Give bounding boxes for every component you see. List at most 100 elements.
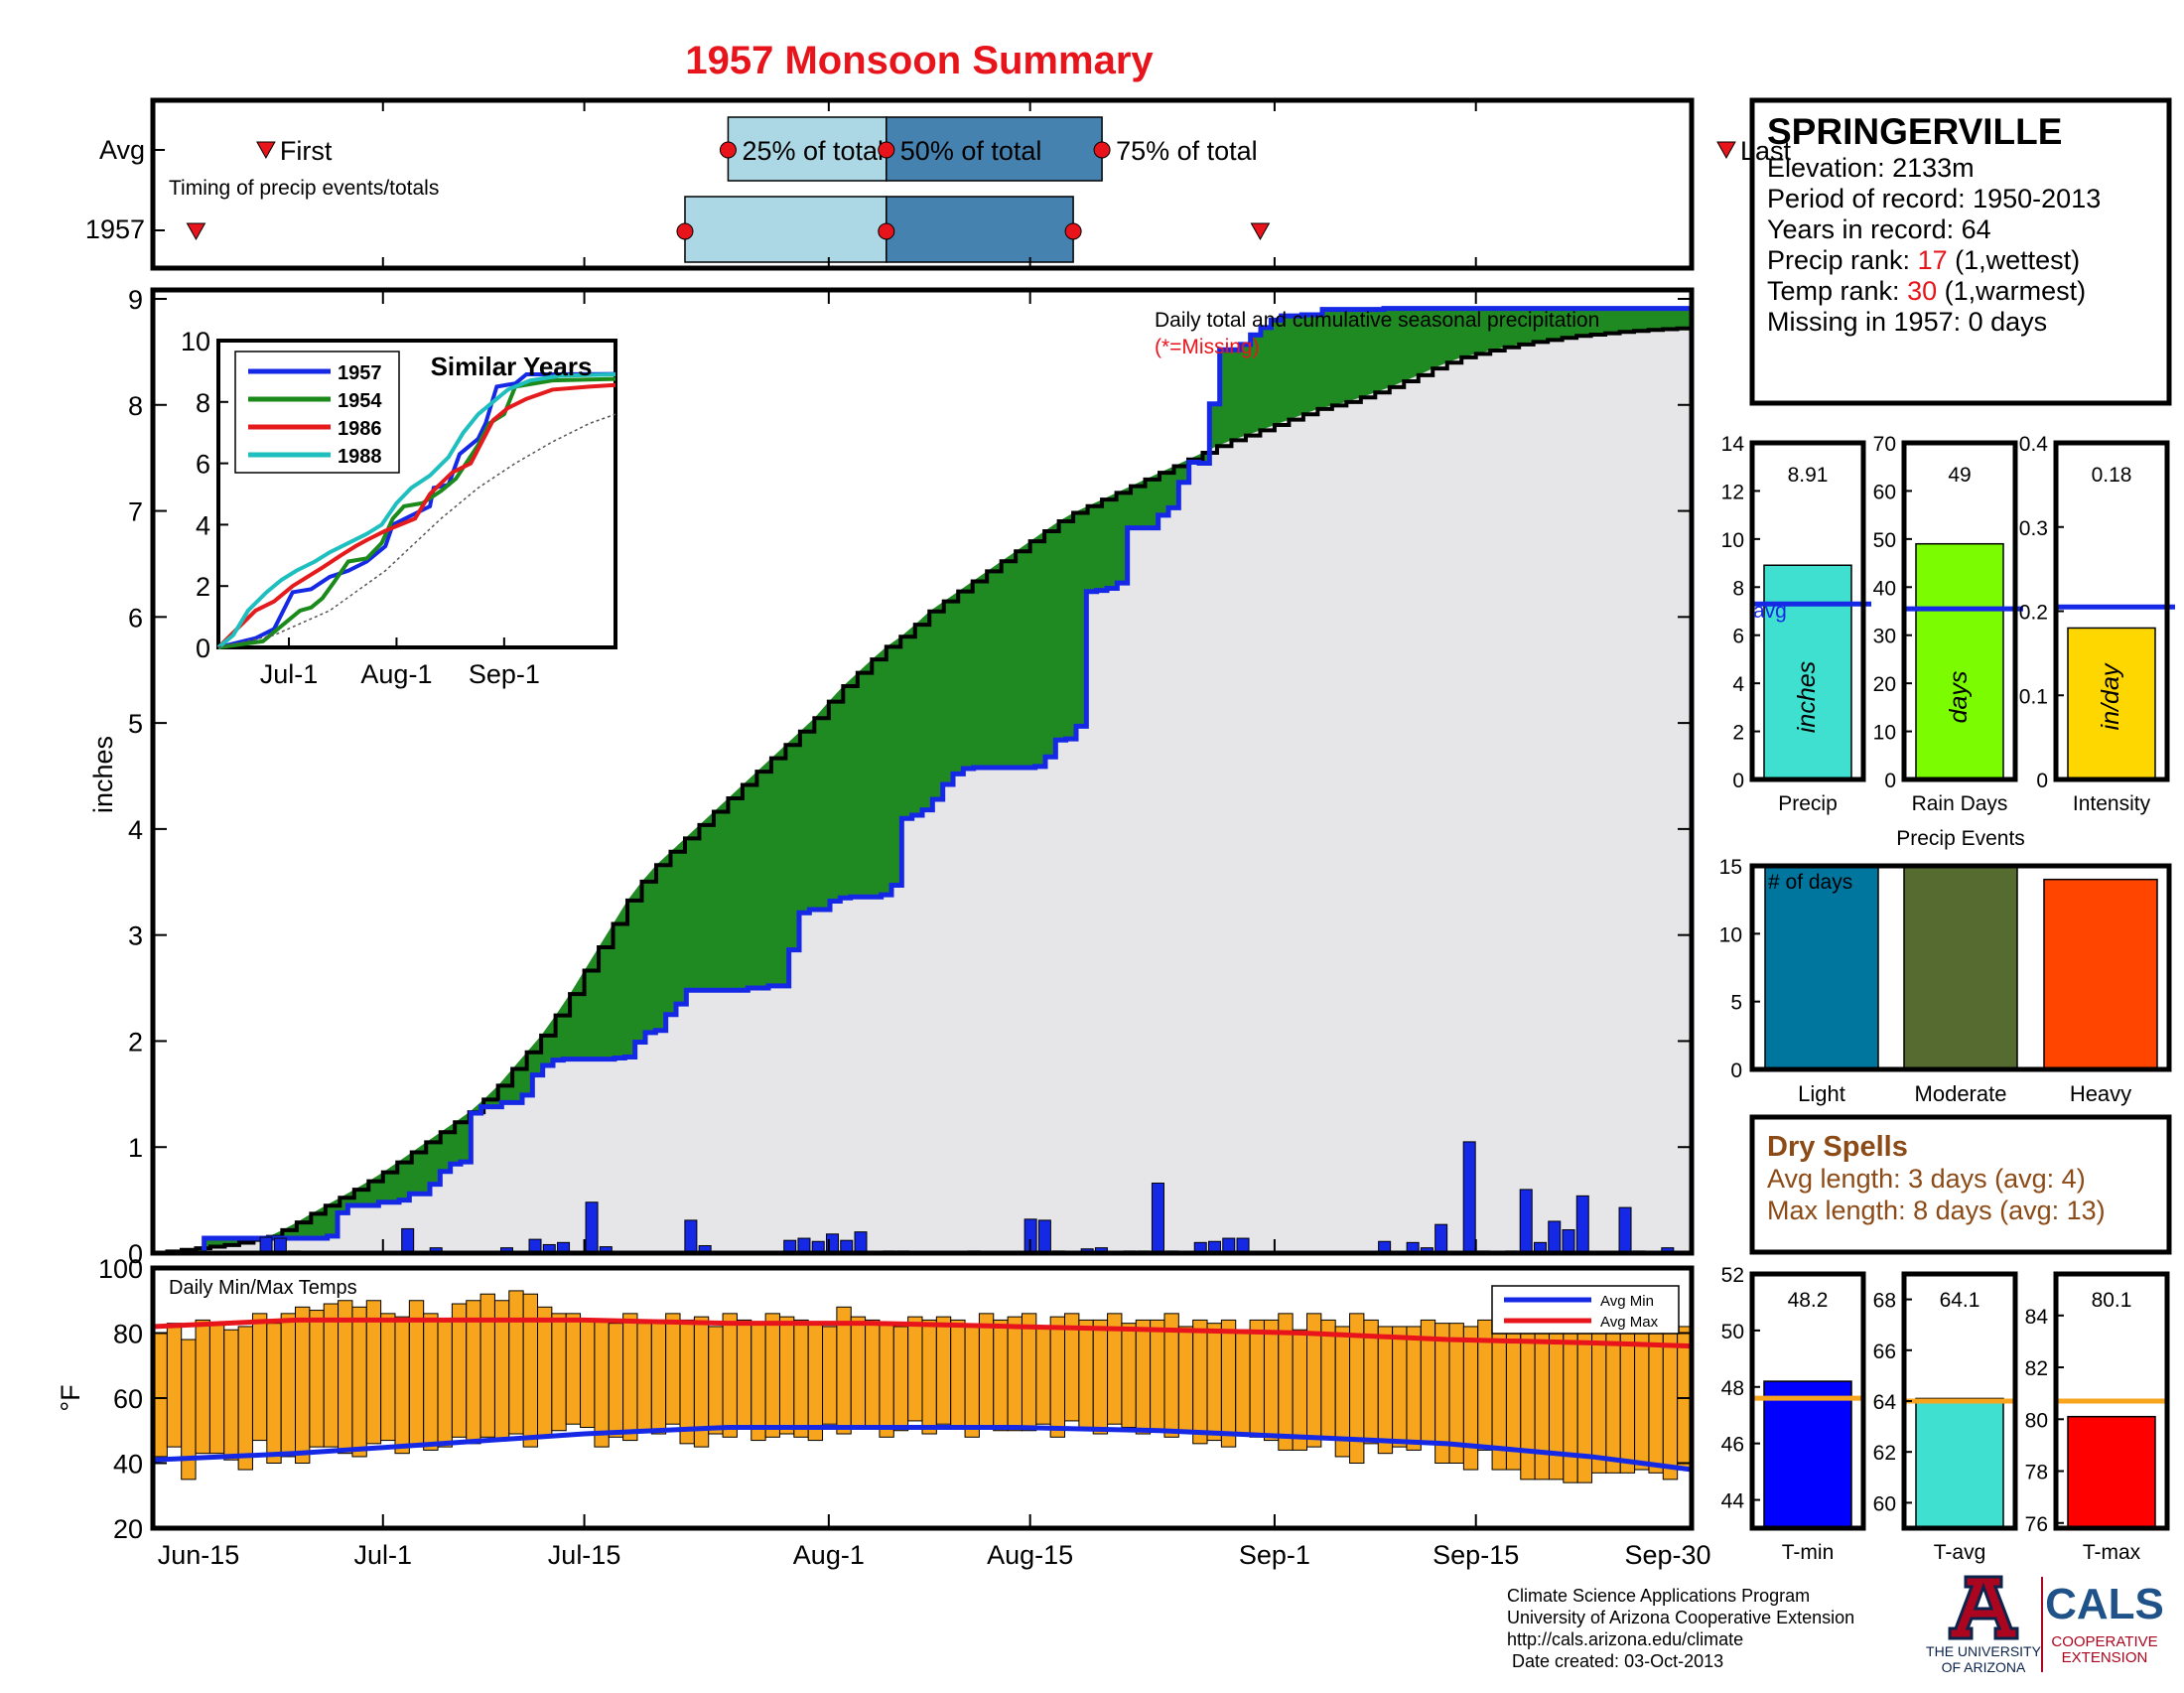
daily-temp-bar xyxy=(1392,1326,1408,1448)
precip-rank: Precip rank: 17 (1,wettest) xyxy=(1767,245,2080,275)
daily-precip-bar xyxy=(528,1238,542,1253)
precip-rank-note: (1,wettest) xyxy=(1948,245,2081,275)
daily-temp-bar xyxy=(892,1326,909,1432)
temp-summary-ytick-label: 46 xyxy=(1721,1434,1744,1457)
avg-max-line xyxy=(153,1317,1692,1349)
season-total-unit: days xyxy=(1945,671,1973,724)
temp-summary-ytick-label: 76 xyxy=(2025,1513,2048,1536)
daily-temp-bar xyxy=(338,1300,353,1455)
avg-box-25-50 xyxy=(727,116,887,182)
inset-legend-label: 1986 xyxy=(338,418,382,440)
cals-coop-line-1: COOPERATIVE xyxy=(2051,1633,2157,1650)
daily-temp-bar xyxy=(636,1323,652,1432)
temp-summary-ytick-label: 68 xyxy=(1873,1290,1896,1313)
temps-plot-area xyxy=(153,1290,1692,1483)
timing-panel: Avg 1957 Timing of precip events/totals … xyxy=(85,97,1792,271)
daily-precip-bar xyxy=(1533,1241,1547,1253)
inset-ytick-label: 2 xyxy=(196,572,210,602)
season-total-ytick-label: 10 xyxy=(1721,529,1744,552)
daily-precip-bar xyxy=(273,1237,287,1253)
daily-temp-bar xyxy=(807,1323,824,1442)
temp-summary-panel: 60 62 64 66 68 64.1 T-avg xyxy=(1873,1271,2018,1564)
year-box-25-50 xyxy=(684,196,887,263)
station-name: SPRINGERVILLE xyxy=(1767,111,2062,152)
season-total-ytick-label: 0.3 xyxy=(2019,517,2048,540)
temp-summary-panel: 76 78 80 82 84 80.1 T-max xyxy=(2025,1271,2170,1564)
daily-precip-bar xyxy=(1661,1247,1675,1253)
inset-ytick-label: 6 xyxy=(196,450,210,480)
avg-p50-label: 50% of total xyxy=(900,136,1042,166)
daily-precip-bar xyxy=(854,1231,868,1253)
year-p50-marker xyxy=(878,222,895,240)
footer-line-3: http://cals.arizona.edu/climate xyxy=(1507,1629,1743,1649)
footer-line-2: University of Arizona Cooperative Extens… xyxy=(1507,1608,1854,1627)
year-first-marker xyxy=(186,222,206,241)
avg-min-line xyxy=(153,1424,1692,1473)
inset-series-line xyxy=(216,382,616,649)
avg-p75-label: 75% of total xyxy=(1116,136,1258,166)
temp-rank-label: Temp rank: xyxy=(1767,276,1907,306)
precip-event-bar xyxy=(2043,878,2158,1070)
daily-temp-bar xyxy=(537,1306,553,1438)
main-frame xyxy=(150,287,1695,1256)
daily-precip-bar xyxy=(797,1237,811,1253)
temp-summary-ytick-label: 66 xyxy=(1873,1340,1896,1363)
main-ytick-label: 2 xyxy=(128,1027,143,1057)
season-total-ytick-label: 6 xyxy=(1732,626,1744,648)
temp-summary-value: 48.2 xyxy=(1788,1289,1829,1312)
season-total-value: 0.18 xyxy=(2092,464,2132,487)
ua-name-line-2: OF ARIZONA xyxy=(1942,1659,2026,1675)
temps-title: Daily Min/Max Temps xyxy=(169,1277,357,1299)
dry-spells-avg-length: Avg length: 3 days (avg: 4) xyxy=(1767,1164,2086,1194)
daily-temp-bar xyxy=(836,1306,852,1435)
university-of-arizona-logo: THE UNIVERSITY OF ARIZONA xyxy=(1926,1575,2042,1675)
precip-event-bar xyxy=(1764,865,1879,1070)
daily-temp-bar xyxy=(1021,1313,1037,1432)
season-total-ytick-label: 0 xyxy=(1732,770,1744,792)
daily-temp-bar xyxy=(1249,1319,1265,1438)
dry-spells-max-length: Max length: 8 days (avg: 13) xyxy=(1767,1196,2106,1225)
daily-temp-bar xyxy=(479,1293,495,1438)
temps-ytick-label: 40 xyxy=(113,1450,143,1480)
daily-temp-bar xyxy=(850,1316,867,1428)
temp-summary-ytick-label: 60 xyxy=(1873,1492,1896,1515)
daily-precip-bar xyxy=(429,1247,443,1253)
season-total-ytick-label: 0.1 xyxy=(2019,685,2048,708)
main-ytick-label: 9 xyxy=(128,285,143,315)
year-p25-marker xyxy=(676,222,694,240)
daily-temp-bar xyxy=(679,1319,695,1445)
season-total-ytick-label: 4 xyxy=(1732,673,1744,696)
daily-precip-bar xyxy=(1548,1220,1562,1253)
inset-legend-label: 1957 xyxy=(338,362,382,384)
temps-ylabel: °F xyxy=(56,1384,85,1411)
cumulative-1957-line xyxy=(153,306,1692,1253)
season-total-bar xyxy=(1763,564,1852,780)
daily-temp-bar xyxy=(907,1316,923,1422)
daily-temp-bar xyxy=(1619,1326,1636,1474)
season-total-frame xyxy=(1901,440,2018,782)
daily-temp-bar xyxy=(950,1319,966,1428)
daily-temp-bar xyxy=(1406,1326,1422,1451)
season-total-ytick-label: 0.4 xyxy=(2019,433,2049,456)
normal-cumulative-line xyxy=(153,325,1692,1253)
daily-temp-bar xyxy=(622,1313,638,1442)
inset-xtick-label: Sep-1 xyxy=(469,659,540,689)
inset-xtick-label: Aug-1 xyxy=(360,659,432,689)
year-p75-marker xyxy=(1064,222,1082,240)
daily-temp-bar xyxy=(208,1323,225,1455)
temps-ytick-label: 100 xyxy=(98,1254,143,1284)
year-last-marker xyxy=(1250,222,1271,241)
daily-temp-bar xyxy=(1150,1319,1165,1432)
daily-temp-bar xyxy=(1235,1329,1251,1435)
daily-temp-bar xyxy=(1007,1316,1023,1432)
temps-ytick-label: 60 xyxy=(113,1384,143,1414)
main-ytick-label: 3 xyxy=(128,921,143,951)
temps-ytick-label: 80 xyxy=(113,1320,143,1349)
daily-temp-bar xyxy=(1320,1319,1336,1438)
timing-row-year-label: 1957 xyxy=(85,214,145,244)
precip-event-label: Heavy xyxy=(2070,1081,2131,1106)
daily-temp-bar xyxy=(964,1326,980,1438)
daily-temp-bar xyxy=(1648,1326,1664,1474)
season-total-ytick-label: 60 xyxy=(1873,481,1896,503)
station-missing: Missing in 1957: 0 days xyxy=(1767,307,2047,337)
